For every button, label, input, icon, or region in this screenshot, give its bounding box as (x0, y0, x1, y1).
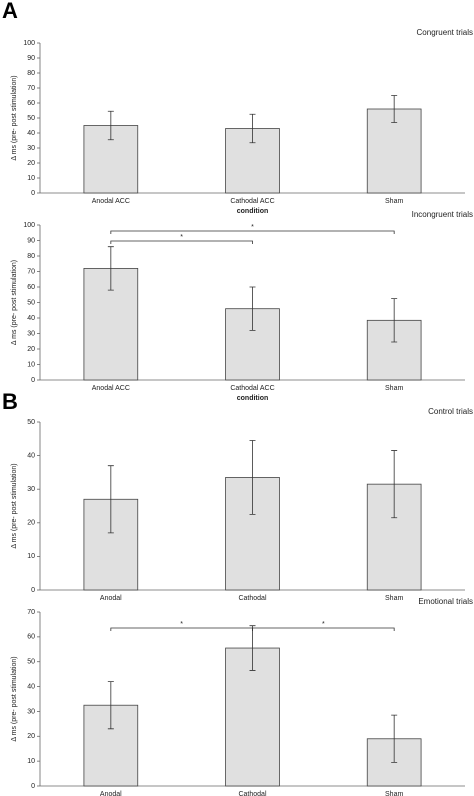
significance-label: * (180, 621, 183, 628)
significance-label: * (251, 224, 254, 231)
x-tick-label: Sham (385, 595, 403, 602)
error-bar (107, 681, 114, 730)
y-tick-label: 30 (27, 145, 35, 152)
bar (366, 108, 422, 194)
significance-label: * (180, 234, 183, 241)
y-axis-label: Δ ms (pre- post stimulation) (11, 463, 18, 548)
error-bar (391, 298, 398, 343)
y-axis-label: Δ ms (pre- post stimulation) (11, 260, 18, 345)
x-tick-label: Cathodal (238, 595, 266, 602)
x-tick-label: Cathodal ACC (230, 198, 274, 205)
y-tick-label: 60 (27, 100, 35, 107)
x-tick-label: Sham (385, 385, 403, 392)
y-tick-label: 20 (27, 160, 35, 167)
y-tick-label: 0 (31, 783, 35, 790)
bar (83, 704, 139, 787)
y-tick-label: 50 (27, 419, 35, 426)
x-tick-label: Anodal ACC (92, 198, 130, 205)
y-tick-label: 80 (27, 70, 35, 77)
y-tick-label: 40 (27, 452, 35, 459)
y-tick-label: 50 (27, 299, 35, 306)
y-axis-label: Δ ms (pre- post stimulation) (11, 656, 18, 741)
y-tick-label: 0 (31, 587, 35, 594)
y-tick-label: 20 (27, 733, 35, 740)
y-tick-label: 80 (27, 253, 35, 260)
significance-bracket (110, 230, 395, 234)
y-tick-label: 70 (27, 268, 35, 275)
y-tick-label: 40 (27, 683, 35, 690)
x-tick-label: Cathodal (238, 791, 266, 796)
y-tick-label: 60 (27, 634, 35, 641)
x-tick-label: Sham (385, 198, 403, 205)
error-bar (107, 110, 114, 141)
y-tick-label: 10 (27, 361, 35, 368)
y-tick-label: 0 (31, 190, 35, 197)
y-tick-label: 40 (27, 315, 35, 322)
y-tick-label: 10 (27, 758, 35, 765)
y-tick-label: 20 (27, 346, 35, 353)
significance-bracket (252, 627, 395, 631)
x-axis-label: condition (237, 208, 269, 215)
error-bar (391, 95, 398, 123)
y-tick-label: 10 (27, 175, 35, 182)
y-tick-label: 90 (27, 55, 35, 62)
y-tick-label: 70 (27, 609, 35, 616)
chart-title: Incongruent trials (412, 210, 473, 219)
y-axis-label: Δ ms (pre- post stimulation) (11, 75, 18, 160)
panel-label: A (2, 0, 18, 23)
error-bar (107, 246, 114, 291)
significance-bracket (110, 240, 253, 244)
y-tick-label: 20 (27, 520, 35, 527)
bar (225, 647, 280, 787)
y-tick-label: 30 (27, 330, 35, 337)
error-bar (391, 714, 398, 763)
chart-title: Congruent trials (417, 28, 473, 37)
x-tick-label: Anodal (100, 595, 122, 602)
chart-title: Emotional trials (418, 597, 473, 606)
x-tick-label: Anodal ACC (92, 385, 130, 392)
error-bar (107, 465, 114, 534)
x-tick-label: Cathodal ACC (230, 385, 274, 392)
y-tick-label: 60 (27, 284, 35, 291)
error-bar (249, 286, 256, 331)
y-tick-label: 100 (23, 222, 35, 229)
y-tick-label: 0 (31, 377, 35, 384)
error-bar (391, 450, 398, 519)
y-tick-label: 30 (27, 708, 35, 715)
error-bar (249, 113, 256, 144)
y-tick-label: 40 (27, 130, 35, 137)
significance-label: * (322, 621, 325, 628)
y-tick-label: 100 (23, 40, 35, 47)
significance-bracket (110, 627, 253, 631)
error-bar (249, 440, 256, 515)
panel-label: B (2, 389, 18, 414)
error-bar (249, 625, 256, 671)
y-tick-label: 70 (27, 85, 35, 92)
x-axis-label: condition (237, 395, 269, 402)
y-tick-label: 50 (27, 115, 35, 122)
y-tick-label: 30 (27, 486, 35, 493)
x-tick-label: Anodal (100, 791, 122, 796)
y-tick-label: 10 (27, 553, 35, 560)
y-tick-label: 50 (27, 659, 35, 666)
chart-title: Control trials (428, 407, 473, 416)
y-tick-label: 90 (27, 237, 35, 244)
x-tick-label: Sham (385, 791, 403, 796)
